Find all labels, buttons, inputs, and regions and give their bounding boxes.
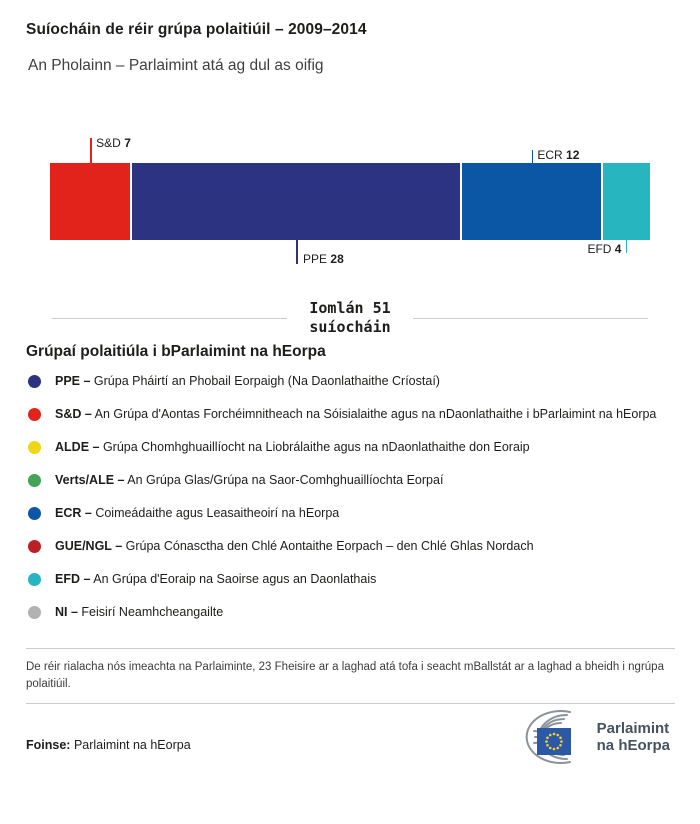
callout-label-ppe: PPE 28 bbox=[303, 252, 344, 266]
seats-bar-chart: S&D 7 PPE 28 ECR 12 EFD 4 bbox=[50, 136, 650, 266]
divider-line-left bbox=[52, 317, 288, 319]
european-parliament-logo: Parlaimint na hEorpa bbox=[501, 710, 670, 764]
total-seats-label: Iomlán 51 suíocháin bbox=[309, 299, 391, 336]
ecr-color-dot bbox=[28, 507, 41, 520]
legend-item-ni: NI – Feisirí Neamhcheangailte bbox=[26, 603, 674, 622]
bar-segment-ppe bbox=[132, 163, 462, 240]
callout-tick bbox=[531, 150, 534, 163]
alde-color-dot bbox=[28, 441, 41, 454]
legend-heading: Grúpaí polaitiúla i bParlaimint na hEorp… bbox=[26, 343, 326, 360]
divider-line-right bbox=[412, 317, 648, 319]
bar-segment-sd bbox=[50, 163, 133, 240]
page-subtitle: An Pholainn – Parlaimint atá ag dul as o… bbox=[28, 57, 324, 74]
bar-segment-ecr bbox=[461, 163, 603, 240]
callout-tick bbox=[296, 240, 298, 264]
page-title: Suíocháin de réir grúpa polaitiúil – 200… bbox=[26, 21, 367, 38]
seats-bar bbox=[50, 163, 650, 240]
legend-item-sd: S&D – An Grúpa d'Aontas Forchéimnitheach… bbox=[26, 405, 674, 424]
callout-label-efd: EFD 4 bbox=[587, 242, 622, 256]
callout-label-ecr: ECR 12 bbox=[537, 148, 580, 162]
source-label: Foinse: Parlaimint na hEorpa bbox=[26, 738, 191, 752]
gue-ngl-color-dot bbox=[28, 540, 41, 553]
sd-color-dot bbox=[28, 408, 41, 421]
callout-tick bbox=[90, 138, 92, 163]
callout-label-sd: S&D 7 bbox=[96, 136, 131, 150]
legend-item-gue-ngl: GUE/NGL – Grúpa Cónasctha den Chlé Aonta… bbox=[26, 537, 674, 556]
bar-segment-efd bbox=[602, 163, 650, 240]
verts-ale-color-dot bbox=[28, 474, 41, 487]
legend-item-efd: EFD – An Grúpa d'Eoraip na Saoirse agus … bbox=[26, 570, 674, 589]
legend-item-verts-ale: Verts/ALE – An Grúpa Glas/Grúpa na Saor-… bbox=[26, 471, 674, 490]
source-row: Foinse: Parlaimint na hEorpa bbox=[26, 710, 670, 764]
legend: PPE – Grúpa Pháirtí an Phobail Eorpaigh … bbox=[26, 372, 674, 622]
total-seats-divider: Iomlán 51 suíocháin bbox=[52, 299, 648, 337]
ep-hemicycle-flag-icon bbox=[525, 710, 571, 764]
ni-color-dot bbox=[28, 606, 41, 619]
footnote: De réir rialacha nós imeachta na Parlaim… bbox=[26, 648, 675, 704]
legend-item-ecr: ECR – Coimeádaithe agus Leasaitheoirí na… bbox=[26, 504, 674, 523]
efd-color-dot bbox=[28, 573, 41, 586]
legend-item-ppe: PPE – Grúpa Pháirtí an Phobail Eorpaigh … bbox=[26, 372, 674, 391]
ppe-color-dot bbox=[28, 375, 41, 388]
callout-tick bbox=[625, 240, 628, 253]
legend-item-alde: ALDE – Grúpa Chomhghuaillíocht na Liobrá… bbox=[26, 438, 674, 457]
ep-logo-wordmark: Parlaimint na hEorpa bbox=[596, 720, 670, 754]
